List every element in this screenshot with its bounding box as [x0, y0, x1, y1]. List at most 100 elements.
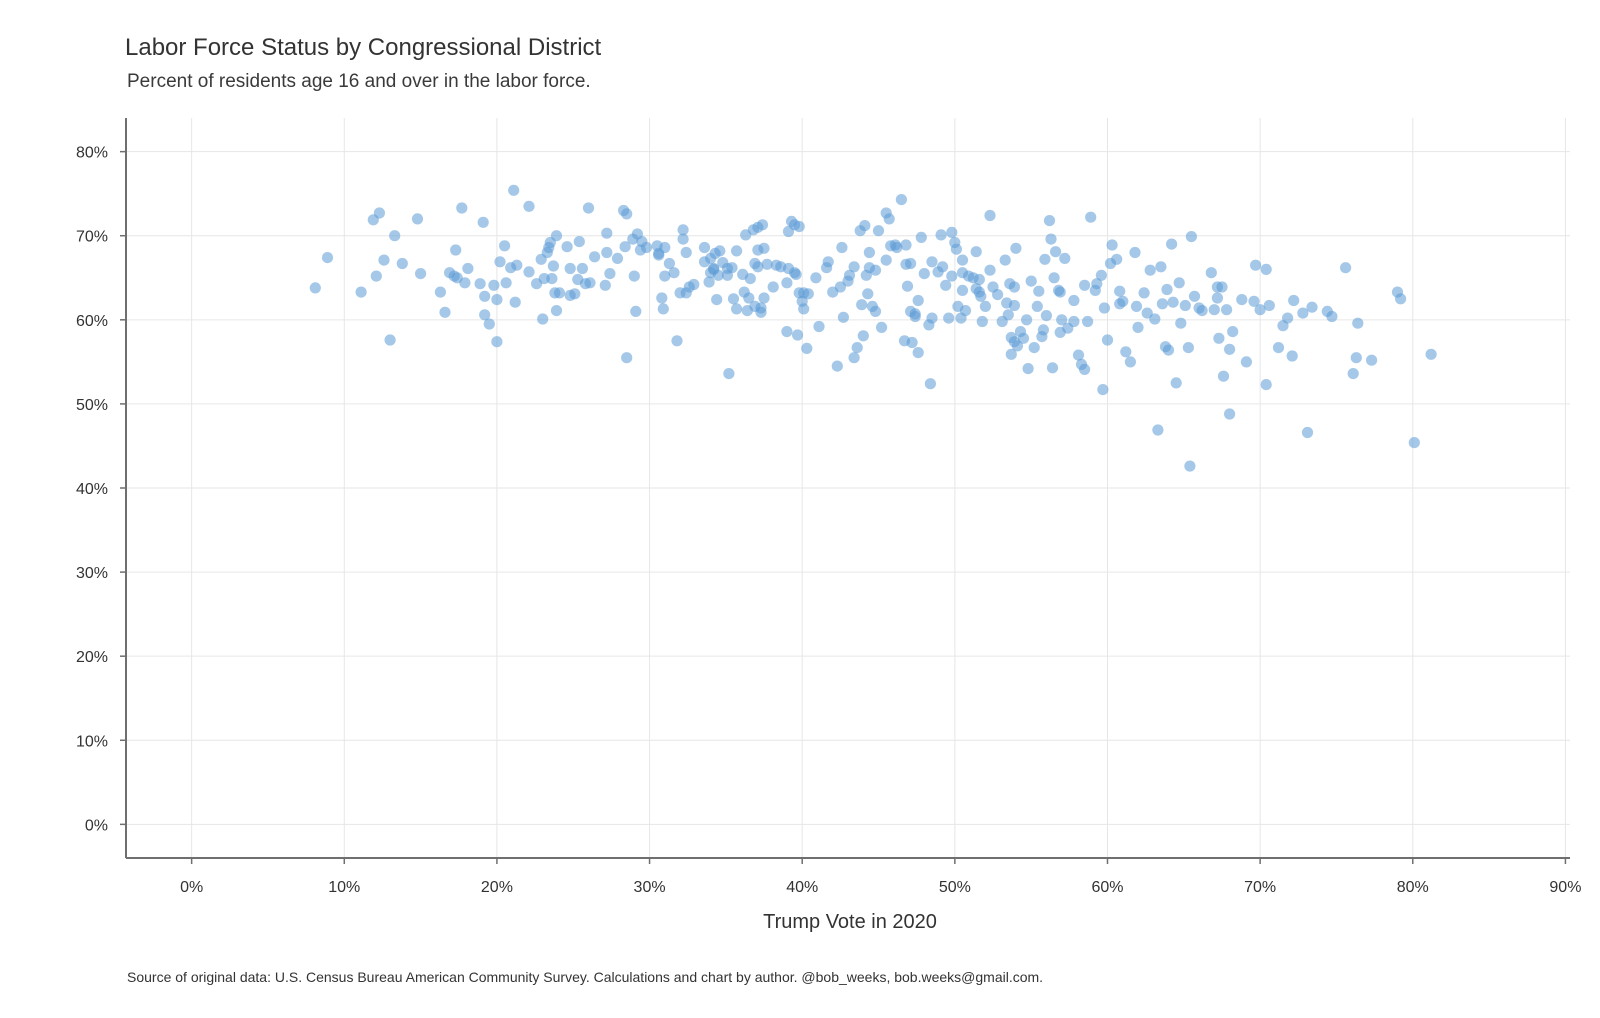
data-point: [973, 273, 985, 286]
y-tick-label: 0%: [85, 817, 108, 834]
data-point: [848, 352, 860, 364]
data-point: [1395, 293, 1407, 305]
data-point: [781, 326, 793, 338]
data-point: [321, 252, 334, 264]
data-point: [677, 224, 689, 236]
data-point: [546, 273, 558, 285]
data-point: [1005, 348, 1017, 360]
y-tick-label: 50%: [76, 397, 108, 414]
data-point: [1082, 315, 1094, 328]
data-point: [547, 260, 560, 272]
data-point: [1028, 342, 1040, 354]
data-point: [1095, 269, 1107, 281]
data-point: [373, 207, 385, 219]
data-point: [798, 303, 810, 315]
data-point: [793, 220, 805, 233]
data-point: [439, 306, 451, 318]
data-point: [755, 306, 767, 318]
x-tick-label: 30%: [634, 879, 666, 896]
data-point: [1166, 238, 1178, 250]
data-point: [959, 305, 972, 317]
data-point: [926, 312, 938, 324]
data-point: [869, 264, 882, 276]
data-point: [837, 311, 850, 323]
data-point: [688, 278, 700, 291]
data-point: [561, 241, 573, 253]
data-point: [918, 268, 930, 280]
data-point: [810, 272, 822, 284]
y-tick-label: 80%: [76, 145, 108, 162]
data-point: [415, 268, 427, 280]
data-point: [727, 293, 740, 305]
data-point: [992, 289, 1004, 301]
data-point: [1167, 296, 1179, 308]
data-point: [937, 261, 949, 273]
data-point: [619, 241, 631, 253]
data-point: [1039, 253, 1051, 265]
data-point: [1155, 261, 1167, 273]
data-point: [1254, 304, 1266, 316]
data-point: [970, 246, 982, 258]
data-point: [831, 360, 843, 372]
data-point: [1272, 342, 1285, 354]
data-point: [491, 336, 503, 348]
data-point: [491, 294, 503, 306]
data-point: [1301, 426, 1314, 439]
data-point: [576, 262, 589, 275]
chart-caption: Source of original data: U.S. Census Bur…: [127, 969, 1043, 985]
data-point: [1056, 314, 1068, 326]
data-point: [1106, 239, 1118, 251]
data-point: [836, 241, 848, 254]
data-point: [822, 256, 834, 268]
data-point: [999, 254, 1011, 266]
data-point: [912, 294, 924, 307]
data-point: [1162, 344, 1175, 356]
chart-subtitle: Percent of residents age 16 and over in …: [127, 71, 591, 92]
x-tick-label: 70%: [1244, 879, 1276, 896]
data-point: [1098, 302, 1110, 314]
data-point: [984, 209, 996, 222]
y-tick-label: 20%: [76, 649, 108, 666]
data-point: [703, 276, 715, 288]
data-point: [1114, 298, 1126, 310]
data-point: [677, 233, 689, 245]
data-point: [1068, 315, 1080, 328]
data-point: [538, 273, 550, 285]
data-point: [1130, 300, 1143, 312]
data-point: [708, 263, 720, 275]
data-point: [448, 270, 460, 282]
data-point: [1205, 267, 1217, 279]
y-axis-ticks: 0% 10% 20% 30% 40% 50% 60% 70% 80%: [76, 145, 126, 834]
data-point: [895, 194, 908, 206]
data-point: [564, 262, 576, 275]
data-point: [1085, 211, 1097, 223]
data-point: [389, 230, 401, 242]
data-point: [891, 241, 903, 254]
x-tick-label: 20%: [481, 879, 513, 896]
data-point: [940, 279, 952, 291]
data-point: [956, 284, 969, 296]
data-point: [1161, 283, 1173, 296]
data-point: [1072, 349, 1085, 361]
data-point: [1129, 246, 1141, 259]
data-point: [1286, 350, 1298, 362]
data-point: [950, 243, 963, 255]
data-point: [550, 305, 563, 317]
data-point: [1068, 294, 1080, 307]
data-point: [1224, 343, 1236, 355]
data-point: [756, 219, 769, 231]
data-point: [744, 273, 756, 285]
data-point: [599, 279, 611, 291]
data-point: [309, 282, 321, 294]
data-point: [1173, 277, 1185, 289]
data-point: [1175, 317, 1187, 329]
data-point: [790, 268, 802, 280]
data-point: [979, 300, 992, 312]
data-point: [1236, 294, 1248, 306]
data-point: [761, 258, 773, 270]
data-point: [680, 246, 692, 259]
data-point: [1010, 242, 1022, 254]
data-point: [984, 264, 996, 276]
data-point: [1045, 233, 1057, 245]
